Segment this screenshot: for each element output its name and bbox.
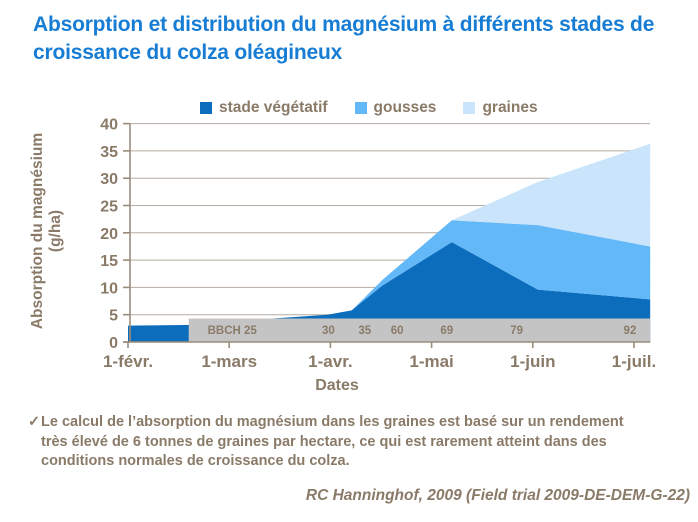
y-tick-label-0: 0	[109, 335, 118, 352]
y-axis-title: Absorption du magnésium(g/ha)	[29, 133, 64, 329]
y-tick-label-15: 15	[100, 253, 118, 270]
y-tick-label-20: 20	[100, 226, 118, 243]
x-axis-title: Dates	[315, 377, 359, 394]
y-tick-label-40: 40	[100, 117, 118, 134]
legend-swatch-graines	[463, 102, 476, 114]
y-axis-title-line1: Absorption du magnésium	[29, 133, 46, 329]
x-tick-label-6: 1-juil.	[612, 352, 656, 371]
legend-item-graines: graines	[463, 99, 538, 117]
x-tick-label-1: 1-févr.	[103, 352, 153, 371]
area-gousses	[128, 220, 651, 326]
footnote: ✓ Le calcul de l’absorption du magnésium…	[28, 413, 643, 472]
y-tick-label-5: 5	[109, 308, 118, 325]
y-tick-label-25: 25	[100, 199, 118, 216]
legend-item-stade-vegetatif: stade végétatif	[200, 99, 328, 117]
bbch-label-69: 69	[440, 325, 453, 337]
x-tick-label-5: 1-juin	[510, 352, 555, 371]
bbch-label-60: 60	[391, 325, 404, 337]
y-axis-title-line2: (g/ha)	[47, 210, 64, 252]
x-tick-label-2: 1-mars	[201, 352, 257, 371]
x-tick-label-3: 1-avr.	[308, 352, 352, 371]
bbch-label-35: 35	[358, 325, 371, 337]
area-graines	[128, 143, 651, 326]
bbch-stage-bar	[188, 318, 651, 342]
legend-label-gousses: gousses	[373, 99, 437, 116]
y-tick-label-10: 10	[100, 280, 118, 297]
chart-legend: stade végétatif gousses graines	[200, 99, 538, 117]
x-tick-label-4: 1-mai	[409, 352, 453, 371]
bbch-label-30: 30	[322, 325, 335, 337]
page-title: Absorption et distribution du magnésium …	[33, 13, 655, 64]
y-tick-label-35: 35	[100, 144, 118, 161]
legend-label-graines: graines	[482, 99, 538, 116]
legend-swatch-gousses	[354, 102, 367, 114]
checkmark-icon: ✓	[28, 414, 41, 430]
bbch-label-92: 92	[624, 325, 637, 337]
footnote-text: Le calcul de l’absorption du magnésium d…	[41, 414, 624, 469]
legend-item-gousses: gousses	[354, 99, 437, 117]
y-tick-label-30: 30	[100, 171, 118, 188]
legend-label-stade-vegetatif: stade végétatif	[219, 99, 328, 116]
bbch-label-25: BBCH 25	[208, 325, 258, 337]
legend-swatch-stade-vegetatif	[200, 102, 212, 114]
area-stade-v-g-tatif	[128, 242, 651, 342]
citation: RC Hanninghof, 2009 (Field trial 2009-DE…	[305, 487, 690, 504]
bbch-label-79: 79	[510, 325, 523, 337]
